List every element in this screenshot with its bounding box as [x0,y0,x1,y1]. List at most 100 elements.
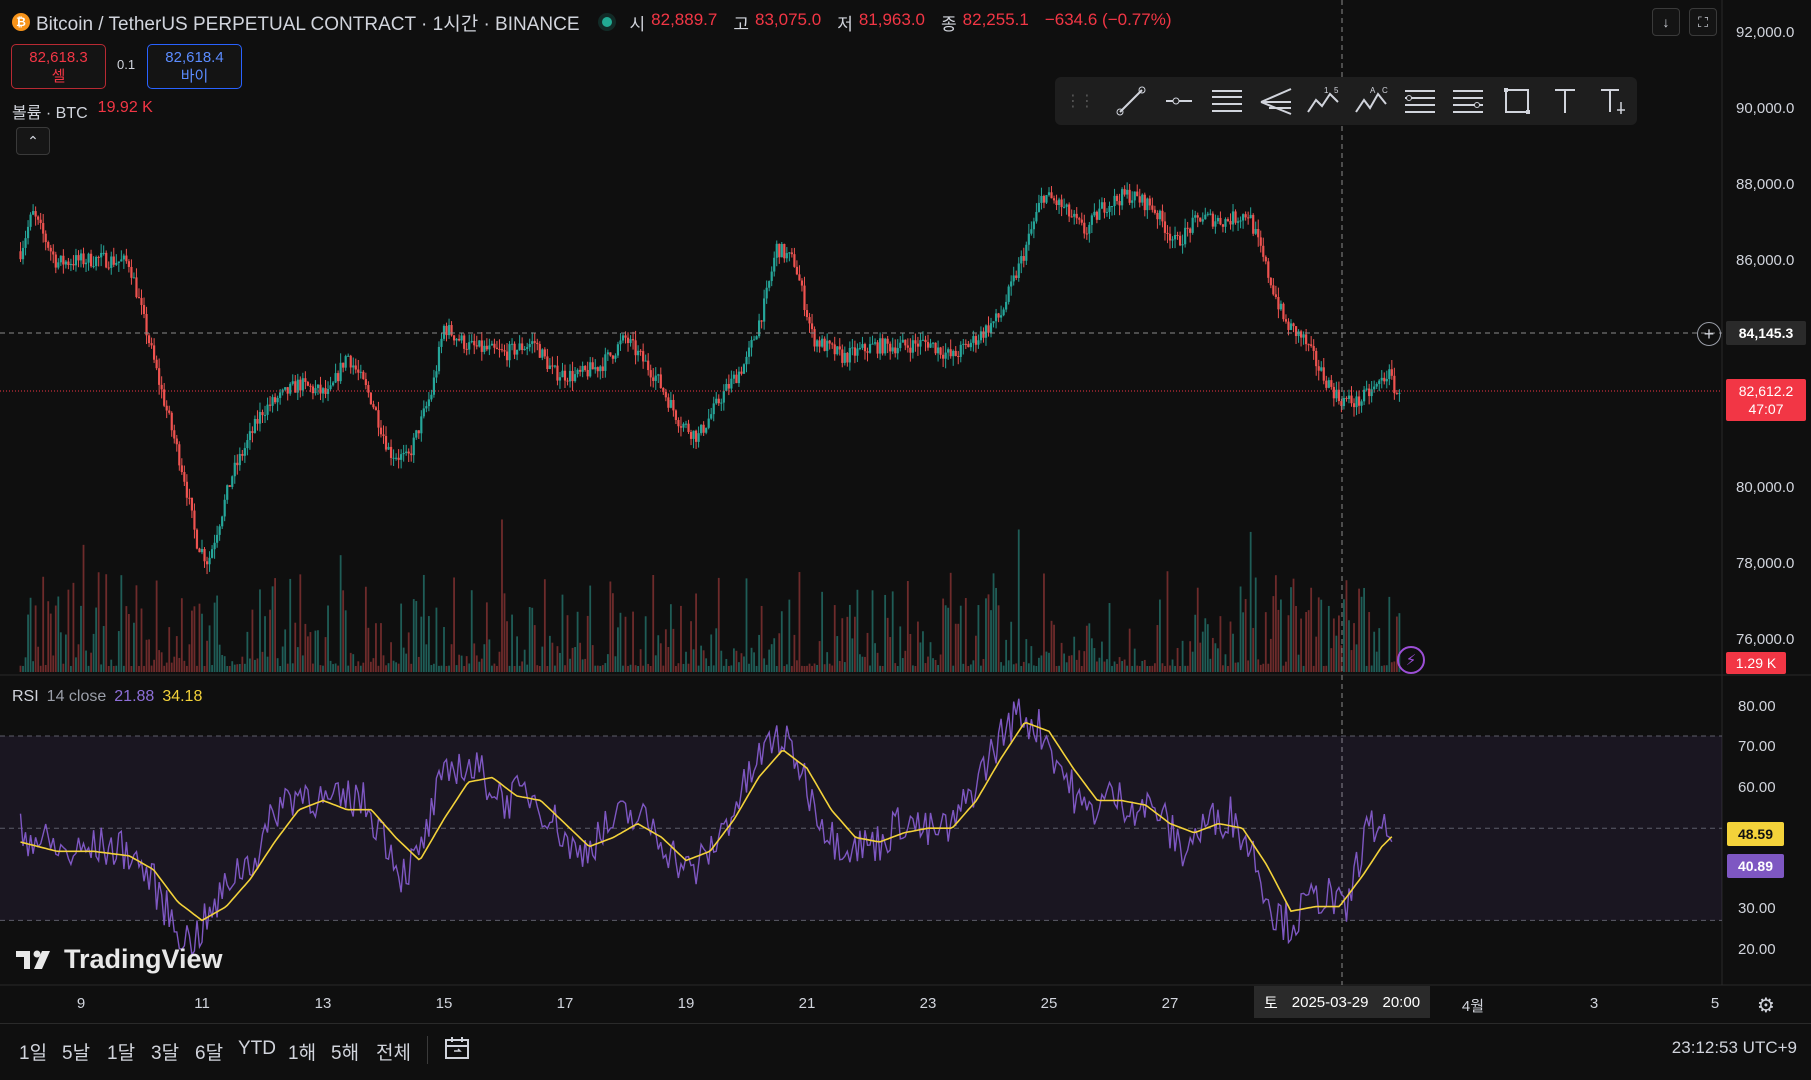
volume-bar [420,616,423,672]
candle-body [1332,386,1335,399]
volume-bar [803,665,806,672]
volume-bar [49,613,52,672]
candle-body [395,457,398,459]
volume-bar [407,632,410,672]
candle-body [432,377,436,395]
buy-price: 82,618.4 [165,48,224,66]
drag-handle-icon[interactable]: ⋮⋮ [1065,93,1095,110]
candle-body [1118,201,1121,206]
candle-body [758,320,761,337]
candle-body [422,408,425,417]
candle-body [1206,213,1209,215]
horizontal-ray-tool[interactable] [1155,81,1203,121]
volume-bar [433,663,435,672]
fib-extension-tool[interactable] [1444,81,1492,121]
volume-bar [90,652,92,672]
candle-body [74,255,78,266]
candle-body [1136,191,1139,197]
pitchfork-tool[interactable] [1252,81,1300,121]
volume-bar [377,665,380,672]
candle-body [200,549,204,553]
volume-bar [465,656,468,672]
candle-body [1365,388,1368,390]
symbol-title[interactable]: Bitcoin / TetherUS PERPETUAL CONTRACT · … [36,13,580,35]
volume-bar [402,647,405,672]
candle-body [1274,294,1277,298]
volume-bar [304,623,307,672]
volume-bar [816,664,818,672]
rectangle-tool[interactable] [1493,81,1541,121]
volume-bar [584,658,587,672]
range-all[interactable]: 전체 [376,1043,411,1064]
candle-body [700,424,703,434]
range-5y[interactable]: 5해 [331,1043,360,1064]
candle-body [208,557,211,565]
clock[interactable]: 23:12:53 UTC+9 [1671,1038,1797,1057]
candle-body [1045,195,1048,203]
add-alert-icon[interactable]: + [1697,322,1721,346]
candle-body [163,389,166,406]
volume-bar [732,648,735,672]
range-3m[interactable]: 3달 [151,1043,180,1064]
volume-bar [1370,665,1373,672]
gear-icon[interactable]: ⚙ [1757,995,1775,1017]
sell-button[interactable]: 82,618.3 셀 [11,44,106,89]
go-to-date-icon[interactable] [444,1036,470,1067]
volume-bar [168,627,171,672]
range-6m[interactable]: 6달 [195,1043,224,1064]
candle-body [107,267,110,269]
rsi-legend[interactable]: RSI 14 close 21.88 34.18 [12,688,202,706]
candle-body [1156,212,1159,220]
range-5d[interactable]: 5날 [62,1043,91,1064]
symbol-header[interactable]: ₿ Bitcoin / TetherUS PERPETUAL CONTRACT … [12,8,1172,36]
buy-button[interactable]: 82,618.4 바이 [147,44,242,89]
fullscreen-icon[interactable]: ⛶ [1689,8,1717,36]
collapse-legend-button[interactable]: ⌃ [16,127,50,155]
anchored-text-tool[interactable] [1589,81,1637,121]
volume-bar [1239,586,1242,672]
range-1m[interactable]: 1달 [107,1043,136,1064]
download-icon[interactable]: ↓ [1652,8,1680,36]
candle-body [984,325,988,338]
candle-body [1052,198,1056,201]
candle-body [768,281,771,288]
text-tool[interactable] [1541,81,1589,121]
range-1d[interactable]: 1일 [19,1043,48,1064]
candle-body [989,323,993,333]
volume-bar [717,577,720,672]
volume-bar [405,653,408,672]
tradingview-logo[interactable]: TradingView [16,944,223,975]
fib-retracement-tool[interactable] [1396,81,1444,121]
volume-bar [163,665,166,672]
volume-bar [644,616,647,672]
trend-line-tool[interactable] [1107,81,1155,121]
candle-body [1214,221,1217,227]
volume-legend[interactable]: 볼륨 · BTC 19.92 K [12,99,153,123]
candle-body [59,255,62,263]
candle-body [39,219,42,224]
volume-bar [445,665,448,672]
volume-bar [914,665,917,672]
bolt-icon[interactable]: ⚡ [1397,646,1425,674]
candle-body [770,271,773,282]
volume-bar [1121,661,1124,672]
candle-body [886,338,889,344]
spread-value: 0.1 [117,57,136,72]
candle-body [831,343,834,345]
range-1y[interactable]: 1해 [288,1043,317,1064]
volume-bar [554,665,556,672]
volume-bar [1383,665,1386,672]
range-ytd[interactable]: YTD [238,1038,276,1059]
candle-body [994,313,998,322]
volume-bar [611,593,614,672]
volume-bar [561,594,564,672]
parallel-channel-tool[interactable] [1203,81,1251,121]
candle-body [397,457,400,460]
candle-body [1057,199,1061,206]
candle-body [546,356,549,369]
volume-bar [120,575,123,672]
